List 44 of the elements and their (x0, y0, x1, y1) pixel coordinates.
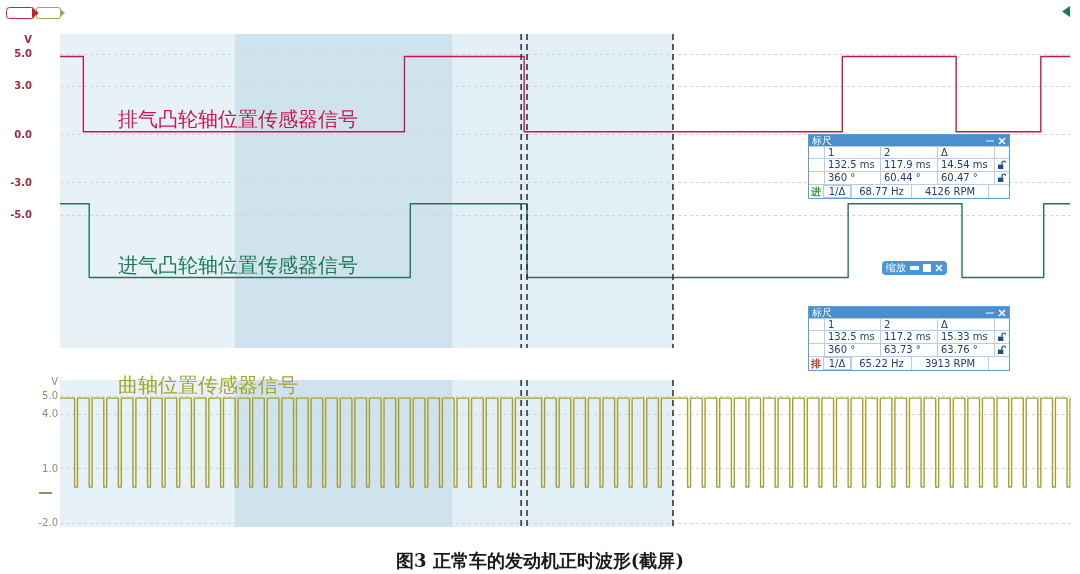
y-tick-label: -3.0 (10, 176, 33, 188)
annotation: 15.33 ms (941, 331, 988, 343)
annotation: 63.73 ° (884, 344, 921, 356)
y-tick-label: 1.0 (42, 462, 58, 474)
annotation: 1 (828, 318, 835, 331)
annotation: Δ (941, 146, 948, 159)
annotation: 117.2 ms (884, 331, 931, 343)
y-tick-label: -5.0 (10, 208, 33, 220)
series-label: 排气凸轮轴位置传感器信号 (118, 106, 358, 131)
annotation: 132.5 ms (828, 331, 875, 343)
text: 标尺 (812, 306, 832, 319)
annotation: 进 (811, 185, 821, 198)
annotation: 1/Δ (828, 185, 846, 198)
annotation: 60.47 ° (941, 172, 978, 184)
y-tick-label: -2.0 (38, 516, 58, 528)
y-tick-label: 5.0 (14, 48, 33, 60)
y-axis-title: V (51, 375, 59, 387)
annotation: 63.76 ° (941, 344, 978, 356)
annotation: 14.54 ms (941, 159, 988, 171)
annotation: 60.44 ° (884, 172, 921, 184)
y-tick-label: 3.0 (14, 80, 33, 92)
series-label: 进气凸轮轴位置传感器信号 (118, 252, 358, 277)
annotation: 4126 RPM (924, 185, 976, 198)
annotation: 2 (884, 146, 891, 159)
annotation: 1 (828, 146, 835, 159)
text: 排 (811, 357, 821, 370)
annotation: 360 ° (828, 172, 856, 184)
annotation: Δ (941, 318, 948, 331)
y-tick-label: 0.0 (14, 128, 33, 140)
text: 3913 RPM (924, 357, 976, 370)
annotation: 360 ° (828, 344, 856, 356)
y-axis-title: V (24, 34, 33, 46)
text: 65.22 Hz (859, 357, 904, 370)
annotation: 缩放 (886, 261, 906, 275)
text: 标尺 (812, 134, 832, 147)
annotation: 68.77 Hz (859, 185, 904, 198)
text: 1/Δ (828, 357, 846, 370)
y-tick-label: 4.0 (42, 408, 58, 420)
series-label: 曲轴位置传感器信号 (118, 373, 298, 398)
text: 图3 正常车的发动机正时波形(截屏) (396, 550, 684, 571)
y-tick-label: 5.0 (42, 389, 58, 401)
annotation: 117.9 ms (884, 159, 931, 171)
annotation: 132.5 ms (828, 159, 875, 171)
annotation: 2 (884, 318, 891, 331)
